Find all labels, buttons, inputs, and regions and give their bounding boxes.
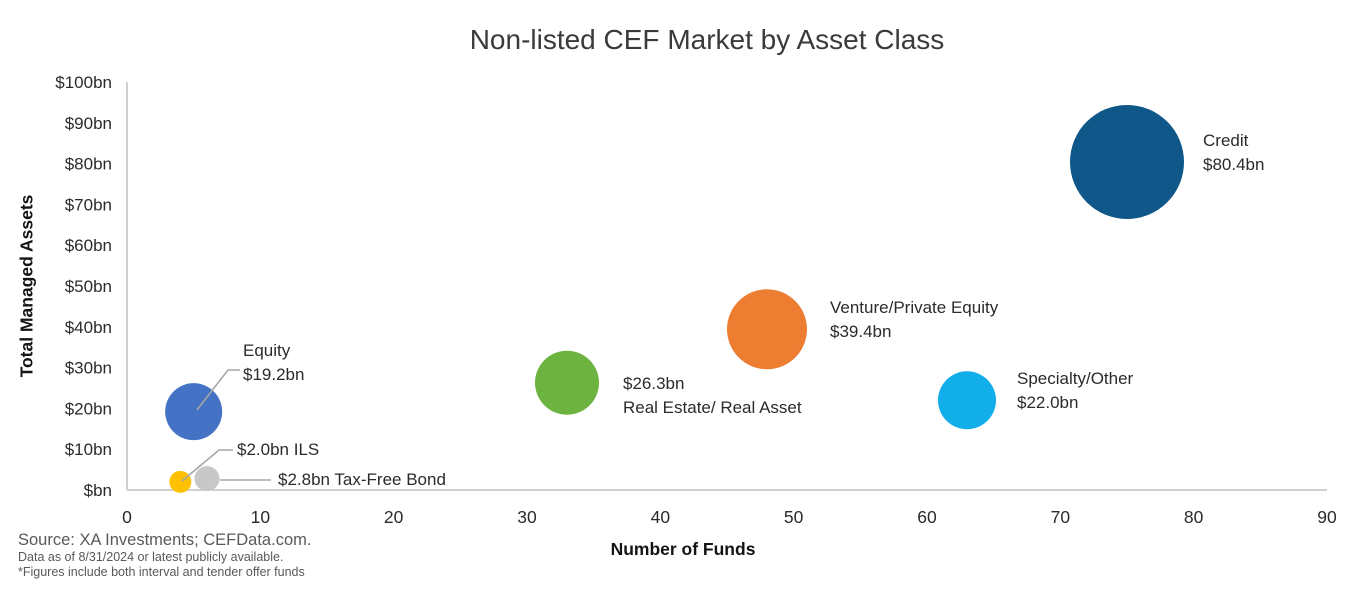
bubble-ils: [169, 470, 192, 493]
x-tick-label: 60: [917, 507, 937, 527]
bubble-real-estate-real-asset: [535, 350, 599, 415]
y-tick-label: $70bn: [65, 195, 112, 214]
bubble-label-equity: Equity: [243, 341, 291, 360]
bubble-credit: [1070, 104, 1184, 219]
y-tick-label: $80bn: [65, 155, 112, 174]
y-tick-label: $40bn: [65, 318, 112, 337]
x-tick-label: 80: [1184, 507, 1204, 527]
y-tick-label: $50bn: [65, 277, 112, 296]
y-axis-title: Total Managed Assets: [16, 194, 37, 378]
bubble-label-venture-private-equity: Venture/Private Equity: [830, 298, 999, 317]
figures-note-line: *Figures include both interval and tende…: [18, 565, 305, 579]
y-tick-label: $20bn: [65, 399, 112, 418]
bubble-specialty-other: [938, 371, 996, 430]
leader-line-equity: [196, 369, 240, 411]
x-tick-label: 20: [384, 507, 404, 527]
y-tick-label: $30bn: [65, 359, 112, 378]
x-axis-title: Number of Funds: [610, 539, 756, 559]
x-tick-label: 40: [651, 507, 671, 527]
y-tick-label: $10bn: [65, 440, 112, 459]
bubble-equity: [165, 383, 223, 441]
bubble-label-credit: $80.4bn: [1203, 155, 1264, 174]
x-tick-label: 50: [784, 507, 804, 527]
bubble-label-real-estate-real-asset: $26.3bn: [623, 374, 684, 393]
bubble-tax-free-bond: [194, 466, 220, 492]
bubble-label-equity: $19.2bn: [243, 365, 304, 384]
y-tick-label: $60bn: [65, 236, 112, 255]
leader-line-ils: [181, 449, 233, 482]
x-tick-label: 90: [1317, 507, 1337, 527]
bubble-label-credit: Credit: [1203, 131, 1249, 150]
x-tick-label: 30: [517, 507, 537, 527]
y-tick-label: $bn: [84, 481, 112, 500]
bubble-label-venture-private-equity: $39.4bn: [830, 322, 891, 341]
y-tick-label: $100bn: [55, 73, 112, 92]
bubble-label-specialty-other: Specialty/Other: [1017, 369, 1134, 388]
y-tick-label: $90bn: [65, 114, 112, 133]
x-tick-label: 10: [251, 507, 271, 527]
bubble-label-specialty-other: $22.0bn: [1017, 393, 1078, 412]
footnote: Source: XA Investments; CEFData.com. Dat…: [18, 531, 311, 580]
x-tick-label: 70: [1051, 507, 1071, 527]
bubble-venture-private-equity: [727, 289, 807, 370]
x-tick-label: 0: [122, 507, 132, 527]
bubble-label-ils: $2.0bn ILS: [237, 440, 319, 459]
bubble-label-real-estate-real-asset: Real Estate/ Real Asset: [623, 398, 802, 417]
chart-title: Non-listed CEF Market by Asset Class: [469, 24, 945, 55]
source-line: Source: XA Investments; CEFData.com.: [18, 531, 312, 549]
bubble-label-tax-free-bond: $2.8bn Tax-Free Bond: [278, 470, 446, 489]
as-of-date-line: Data as of 8/31/2024 or latest publicly …: [18, 550, 284, 564]
